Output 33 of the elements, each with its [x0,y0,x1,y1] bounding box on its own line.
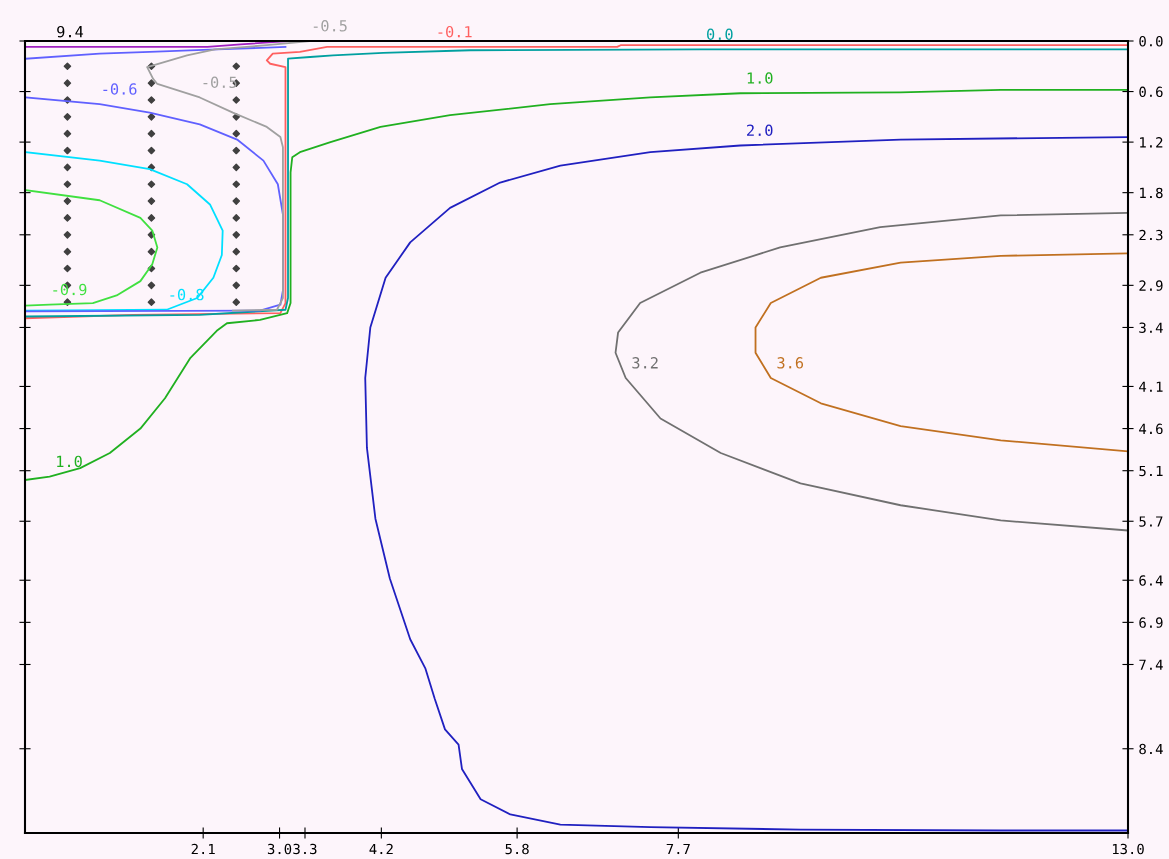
y-tick-label: 2.9 [1139,280,1163,291]
text: 9.4 [57,25,84,38]
annotation: 3.6 [777,357,804,369]
annotation: -0.6 [103,83,137,95]
annotation: 1.0 [747,72,773,84]
y-tick-label: 0.6 [1139,86,1163,98]
x-tick-label: 5.8 [505,843,529,855]
y-tick-label: 5.7 [1139,516,1163,527]
y-tick-label: 3.4 [1139,322,1163,333]
annotation: -0.1 [438,25,472,38]
y-tick-label: 4.1 [1139,381,1163,392]
x-tick-label: 3.3 [293,843,317,855]
y-tick-label: 1.8 [1140,187,1163,199]
annotation: 3.2 [632,357,658,369]
y-tick-label: 0.0 [1139,36,1163,47]
annotation: 0.0 [707,28,733,41]
y-tick-label: 6.9 [1139,617,1163,628]
x-tick-label: 2.1 [191,843,215,855]
x-tick-label: 7.7 [666,843,690,855]
y-tick-label: 2.3 [1139,229,1163,241]
y-tick-label: 7.4 [1139,659,1163,670]
annotation: -0.9 [53,283,87,296]
y-tick-label: 1.2 [1140,137,1163,148]
x-tick-label: 13.0 [1112,843,1144,855]
y-tick-label: 5.1 [1139,465,1163,477]
annotation: 1.0 [57,455,82,468]
y-tick-label: 6.4 [1139,575,1163,586]
x-tick-label: 3.0 [267,843,292,855]
x-tick-label: 4.2 [369,843,393,855]
y-tick-label: 8.4 [1139,743,1163,755]
annotation: 2.0 [747,124,773,137]
annotation: -0.5 [313,20,347,32]
y-tick-label: 4.6 [1139,423,1163,435]
